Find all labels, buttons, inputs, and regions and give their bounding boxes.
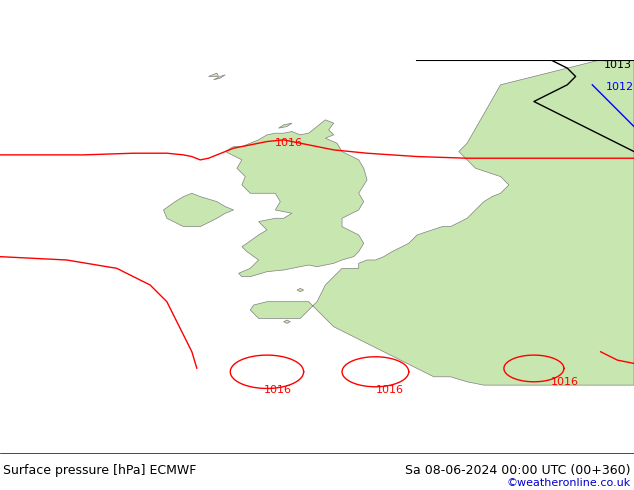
Polygon shape bbox=[278, 123, 292, 128]
Polygon shape bbox=[283, 320, 290, 323]
Text: Sa 08-06-2024 00:00 UTC (00+360): Sa 08-06-2024 00:00 UTC (00+360) bbox=[405, 464, 631, 477]
Text: 1012: 1012 bbox=[605, 82, 634, 92]
Polygon shape bbox=[164, 193, 233, 226]
Polygon shape bbox=[297, 288, 304, 292]
Text: 1016: 1016 bbox=[264, 386, 292, 395]
Polygon shape bbox=[209, 73, 219, 76]
Text: 1016: 1016 bbox=[375, 386, 403, 395]
Text: 1016: 1016 bbox=[550, 377, 579, 387]
Polygon shape bbox=[225, 120, 367, 277]
Text: 1013: 1013 bbox=[604, 60, 632, 70]
Text: 1016: 1016 bbox=[275, 138, 303, 147]
Text: ©weatheronline.co.uk: ©weatheronline.co.uk bbox=[507, 478, 631, 488]
Polygon shape bbox=[250, 60, 634, 385]
Text: Surface pressure [hPa] ECMWF: Surface pressure [hPa] ECMWF bbox=[3, 464, 197, 477]
Polygon shape bbox=[214, 75, 225, 80]
